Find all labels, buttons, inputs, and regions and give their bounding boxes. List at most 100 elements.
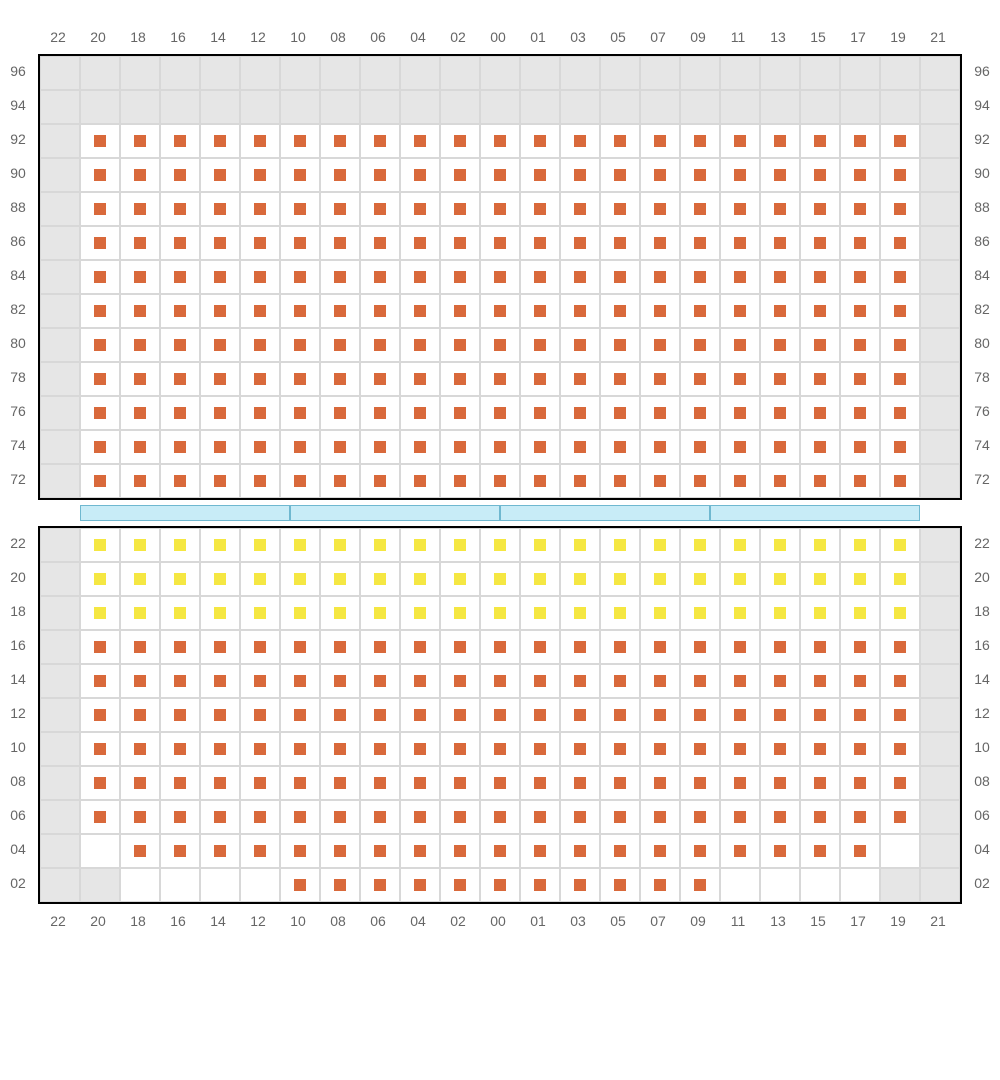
seat-cell[interactable] xyxy=(760,528,800,562)
seat-cell[interactable] xyxy=(600,90,640,124)
seat-cell[interactable] xyxy=(800,226,840,260)
seat-cell[interactable] xyxy=(600,664,640,698)
seat-cell[interactable] xyxy=(600,124,640,158)
seat-cell[interactable] xyxy=(240,294,280,328)
seat-cell[interactable] xyxy=(920,596,960,630)
seat-cell[interactable] xyxy=(760,192,800,226)
seat-cell[interactable] xyxy=(80,192,120,226)
seat-cell[interactable] xyxy=(40,294,80,328)
seat-cell[interactable] xyxy=(480,596,520,630)
seat-cell[interactable] xyxy=(80,766,120,800)
seat-cell[interactable] xyxy=(480,294,520,328)
seat-cell[interactable] xyxy=(240,328,280,362)
seat-cell[interactable] xyxy=(320,868,360,902)
seat-cell[interactable] xyxy=(360,362,400,396)
seat-cell[interactable] xyxy=(80,158,120,192)
seat-cell[interactable] xyxy=(400,664,440,698)
seat-cell[interactable] xyxy=(560,226,600,260)
seat-cell[interactable] xyxy=(560,562,600,596)
seat-cell[interactable] xyxy=(120,562,160,596)
seat-cell[interactable] xyxy=(80,430,120,464)
seat-cell[interactable] xyxy=(520,90,560,124)
seat-cell[interactable] xyxy=(640,664,680,698)
seat-cell[interactable] xyxy=(680,630,720,664)
seat-cell[interactable] xyxy=(160,528,200,562)
seat-cell[interactable] xyxy=(160,596,200,630)
seat-cell[interactable] xyxy=(760,362,800,396)
seat-cell[interactable] xyxy=(360,328,400,362)
seat-cell[interactable] xyxy=(880,90,920,124)
seat-cell[interactable] xyxy=(360,664,400,698)
seat-cell[interactable] xyxy=(880,596,920,630)
seat-cell[interactable] xyxy=(880,294,920,328)
seat-cell[interactable] xyxy=(520,800,560,834)
seat-cell[interactable] xyxy=(440,294,480,328)
seat-cell[interactable] xyxy=(800,732,840,766)
seat-cell[interactable] xyxy=(760,294,800,328)
seat-cell[interactable] xyxy=(360,834,400,868)
seat-cell[interactable] xyxy=(280,158,320,192)
seat-cell[interactable] xyxy=(40,396,80,430)
seat-cell[interactable] xyxy=(80,698,120,732)
seat-cell[interactable] xyxy=(640,596,680,630)
seat-cell[interactable] xyxy=(400,732,440,766)
seat-cell[interactable] xyxy=(840,528,880,562)
seat-cell[interactable] xyxy=(240,124,280,158)
seat-cell[interactable] xyxy=(120,800,160,834)
seat-cell[interactable] xyxy=(120,396,160,430)
seat-cell[interactable] xyxy=(280,464,320,498)
seat-cell[interactable] xyxy=(640,56,680,90)
seat-cell[interactable] xyxy=(560,528,600,562)
seat-cell[interactable] xyxy=(200,800,240,834)
seat-cell[interactable] xyxy=(360,90,400,124)
seat-cell[interactable] xyxy=(200,396,240,430)
seat-cell[interactable] xyxy=(120,90,160,124)
seat-cell[interactable] xyxy=(40,596,80,630)
seat-cell[interactable] xyxy=(480,192,520,226)
seat-cell[interactable] xyxy=(240,90,280,124)
seat-cell[interactable] xyxy=(200,362,240,396)
seat-cell[interactable] xyxy=(640,698,680,732)
seat-cell[interactable] xyxy=(40,464,80,498)
seat-cell[interactable] xyxy=(840,192,880,226)
seat-cell[interactable] xyxy=(720,294,760,328)
seat-cell[interactable] xyxy=(80,596,120,630)
seat-cell[interactable] xyxy=(640,528,680,562)
seat-cell[interactable] xyxy=(40,664,80,698)
seat-cell[interactable] xyxy=(920,464,960,498)
seat-cell[interactable] xyxy=(480,396,520,430)
seat-cell[interactable] xyxy=(520,630,560,664)
seat-cell[interactable] xyxy=(880,124,920,158)
seat-cell[interactable] xyxy=(400,766,440,800)
seat-cell[interactable] xyxy=(600,528,640,562)
seat-cell[interactable] xyxy=(600,732,640,766)
seat-cell[interactable] xyxy=(200,528,240,562)
seat-cell[interactable] xyxy=(920,834,960,868)
seat-cell[interactable] xyxy=(560,328,600,362)
seat-cell[interactable] xyxy=(80,294,120,328)
seat-cell[interactable] xyxy=(840,90,880,124)
seat-cell[interactable] xyxy=(520,362,560,396)
seat-cell[interactable] xyxy=(80,124,120,158)
seat-cell[interactable] xyxy=(320,766,360,800)
seat-cell[interactable] xyxy=(600,56,640,90)
seat-cell[interactable] xyxy=(880,766,920,800)
seat-cell[interactable] xyxy=(680,464,720,498)
seat-cell[interactable] xyxy=(320,630,360,664)
seat-cell[interactable] xyxy=(200,56,240,90)
seat-cell[interactable] xyxy=(600,766,640,800)
seat-cell[interactable] xyxy=(640,800,680,834)
seat-cell[interactable] xyxy=(920,766,960,800)
seat-cell[interactable] xyxy=(560,732,600,766)
seat-cell[interactable] xyxy=(680,56,720,90)
seat-cell[interactable] xyxy=(880,834,920,868)
seat-cell[interactable] xyxy=(440,464,480,498)
seat-cell[interactable] xyxy=(280,766,320,800)
seat-cell[interactable] xyxy=(440,328,480,362)
seat-cell[interactable] xyxy=(880,664,920,698)
seat-cell[interactable] xyxy=(40,430,80,464)
seat-cell[interactable] xyxy=(320,396,360,430)
seat-cell[interactable] xyxy=(760,630,800,664)
seat-cell[interactable] xyxy=(800,362,840,396)
seat-cell[interactable] xyxy=(880,698,920,732)
